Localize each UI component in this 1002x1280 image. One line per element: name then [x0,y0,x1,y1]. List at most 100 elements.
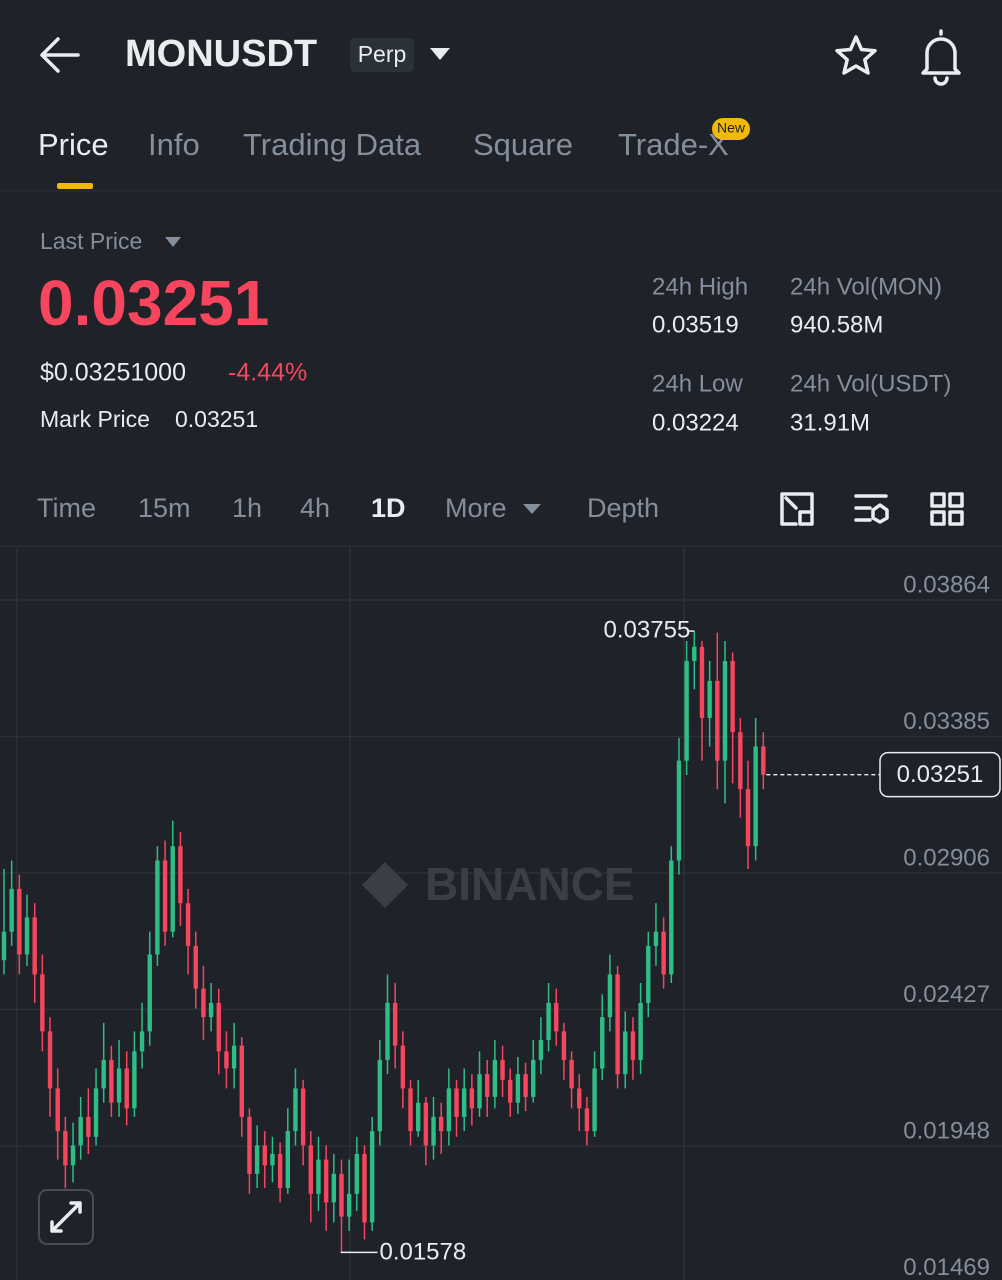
candle-body [78,1116,83,1146]
candle-body [676,760,682,861]
layout-icon[interactable] [930,492,964,526]
watermark-logo [362,862,408,908]
last-price-tag [879,751,1001,798]
candle-body [247,1116,252,1174]
mark-price: 0.03251 [175,406,258,432]
symbol-dropdown[interactable] [430,48,450,60]
candle-body [653,931,659,946]
candle-body [454,1088,459,1117]
candle-body [70,1145,76,1166]
candle-body [592,1068,597,1132]
candle-body [722,660,728,761]
tab[interactable]: Price [38,127,109,162]
candle-body [231,1045,237,1069]
y-tick-label: 0.02427 [903,981,990,1008]
candle-body [392,1002,398,1046]
chart-tool-icon[interactable] [780,492,814,526]
high-marker: 0.03755 [604,616,691,643]
interval-tab[interactable]: More [445,493,507,523]
y-tick-label: 0.03385 [903,708,990,735]
candle-body [477,1074,482,1109]
candle-body [24,917,30,955]
watermark: BINANCE [425,858,635,910]
stat-value: 0.03519 [652,311,739,338]
candle-body [224,1051,229,1069]
back-button[interactable] [40,37,80,73]
candle-body [400,1045,406,1089]
candle-body [162,860,168,932]
interval-tab[interactable]: 1h [232,493,262,523]
candle-body [623,1031,628,1075]
candle-body [300,1088,306,1146]
candle-body [109,1059,114,1103]
candle-body [661,931,666,975]
candle-body [262,1145,267,1166]
candle-body [707,680,712,718]
expand-button[interactable] [38,1189,94,1245]
candle-body [354,1153,360,1194]
candle-body [147,954,152,1032]
candle-body [270,1153,275,1166]
candle-body [293,1088,298,1132]
candle-body [669,860,674,975]
active-tab-indicator [57,183,93,189]
candle-body [385,1002,390,1060]
candle-body [201,988,206,1018]
stat-value: 0.03224 [652,409,739,436]
candle-body [561,1031,567,1060]
candle-body [377,1059,383,1132]
dropdown-icon [165,237,181,247]
stat-label: 24h Vol(USDT) [790,370,951,397]
candle-body [40,974,45,1032]
candle-body [500,1059,505,1080]
favorite-button[interactable] [835,35,877,75]
last-price-label[interactable]: Last Price [40,228,142,254]
symbol-title[interactable]: MONUSDT [125,33,317,75]
candle-body [515,1074,521,1103]
candle-body [308,1145,313,1194]
candle-body [32,917,37,975]
interval-tab[interactable]: Time [37,493,96,523]
candle-body [1,931,7,961]
candle-body [638,1002,643,1060]
interval-tab[interactable]: 1D [371,493,406,523]
candle-body [538,1039,544,1060]
tab[interactable]: Trading Data [243,127,422,162]
new-badge: New [717,120,746,136]
candle-body [362,1153,367,1223]
candle-body [761,746,766,775]
stat-value: 31.91M [790,409,870,436]
candle-body [277,1153,283,1189]
candle-body [630,1031,636,1060]
candle-body [684,660,689,761]
stat-label: 24h Low [652,370,743,397]
tab[interactable]: Trade-X [618,127,729,162]
candle-body [469,1088,475,1109]
candle-body [139,1031,145,1052]
tab[interactable]: Info [148,127,200,162]
interval-tab[interactable]: 4h [300,493,330,523]
candle-body [285,1131,290,1189]
candle-body [331,1173,337,1203]
alert-button[interactable] [921,29,961,86]
candle-body [185,903,191,946]
candle-body [17,888,22,955]
candle-body [93,1088,99,1137]
candle-body [615,974,620,1075]
candle-body [508,1079,513,1103]
candle-body [86,1116,91,1137]
candle-body [577,1088,582,1109]
candle-body [753,746,758,847]
interval-tab[interactable]: 15m [138,493,191,523]
candle-body [239,1045,244,1117]
candle-body [55,1088,60,1132]
interval-tab[interactable]: Depth [587,493,659,523]
tab[interactable]: Square [473,127,573,162]
stat-value: 940.58M [790,311,883,338]
candle-body [523,1074,528,1097]
indicator-icon[interactable] [854,494,889,524]
candle-body [415,1102,421,1132]
candle-body [462,1088,467,1117]
candle-body [216,1002,221,1052]
